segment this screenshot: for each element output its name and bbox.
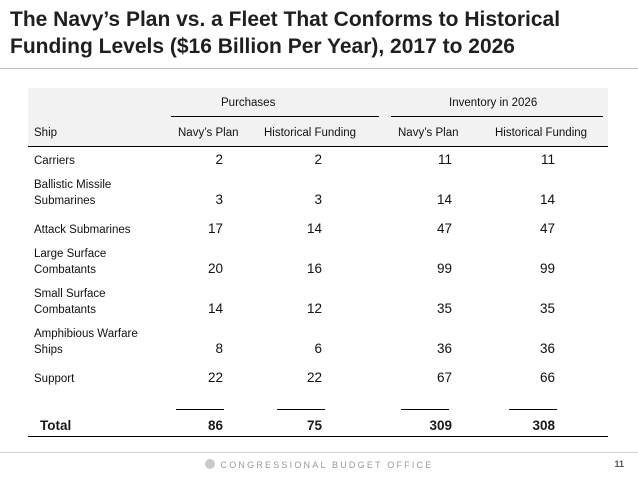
total-cell: 308 <box>532 418 555 433</box>
footer-org: CONGRESSIONAL BUDGET OFFICE <box>220 460 434 470</box>
table-header-band <box>28 88 608 146</box>
purchases-underline <box>171 116 379 117</box>
total-underline-3 <box>401 409 449 410</box>
col-header-inventory-navy-plan: Navy’s Plan <box>398 127 459 139</box>
cbo-logo-icon <box>204 459 215 469</box>
total-underline-2 <box>277 409 325 410</box>
row-label-support: Support <box>34 373 75 385</box>
cell: 12 <box>306 301 322 316</box>
cell: 11 <box>540 152 555 167</box>
cell: 3 <box>215 192 223 207</box>
cell: 20 <box>207 261 223 276</box>
cell: 35 <box>436 301 452 316</box>
cell: 14 <box>539 192 555 207</box>
total-cell: 309 <box>429 418 452 433</box>
table-bottom-rule <box>28 436 608 437</box>
total-cell: 86 <box>207 418 223 433</box>
cell: 16 <box>306 261 322 276</box>
row-label-large-1: Large Surface <box>34 248 107 260</box>
cell: 2 <box>314 152 322 167</box>
cell: 2 <box>215 152 223 167</box>
cell: 14 <box>306 221 322 236</box>
cell: 8 <box>215 341 223 356</box>
cell: 35 <box>539 301 555 316</box>
group-header-inventory: Inventory in 2026 <box>449 97 538 109</box>
cell: 14 <box>436 192 452 207</box>
cell: 6 <box>314 341 322 356</box>
page-number: 11 <box>614 459 624 469</box>
cell: 67 <box>436 370 452 385</box>
header-bottom-rule <box>28 146 608 147</box>
cell: 99 <box>539 261 555 276</box>
row-label-ballistic-1: Ballistic Missile <box>34 179 112 191</box>
cell: 11 <box>437 152 452 167</box>
cell: 3 <box>314 192 322 207</box>
cell: 66 <box>539 370 555 385</box>
row-label-small-1: Small Surface <box>34 288 106 300</box>
row-label-ballistic-2: Submarines <box>34 195 96 207</box>
col-header-inventory-historical: Historical Funding <box>495 127 588 139</box>
footer-divider <box>0 452 638 453</box>
cell: 36 <box>436 341 452 356</box>
col-header-ship: Ship <box>34 127 58 139</box>
row-label-carriers: Carriers <box>34 155 75 167</box>
cell: 47 <box>436 221 452 236</box>
inventory-underline <box>391 116 603 117</box>
row-label-attack: Attack Submarines <box>34 224 131 236</box>
total-underline-4 <box>509 409 557 410</box>
cell: 47 <box>539 221 555 236</box>
row-label-amphib-1: Amphibious Warfare <box>34 328 138 340</box>
col-header-purchases-navy-plan: Navy’s Plan <box>178 127 239 139</box>
footer: CONGRESSIONAL BUDGET OFFICE <box>0 459 638 470</box>
group-header-purchases: Purchases <box>221 97 276 109</box>
cell: 22 <box>306 370 322 385</box>
page-title: The Navy’s Plan vs. a Fleet That Conform… <box>10 8 561 58</box>
total-cell: 75 <box>306 418 322 433</box>
title-divider <box>0 68 638 69</box>
cell: 14 <box>207 301 223 316</box>
row-label-small-2: Combatants <box>34 304 97 316</box>
row-label-large-2: Combatants <box>34 264 97 276</box>
cell: 22 <box>207 370 223 385</box>
row-label-amphib-2: Ships <box>34 344 63 356</box>
cell: 36 <box>539 341 555 356</box>
total-underline-1 <box>176 409 224 410</box>
total-label: Total <box>40 418 72 433</box>
cell: 99 <box>436 261 452 276</box>
cell: 17 <box>207 221 223 236</box>
col-header-purchases-historical: Historical Funding <box>264 127 357 139</box>
